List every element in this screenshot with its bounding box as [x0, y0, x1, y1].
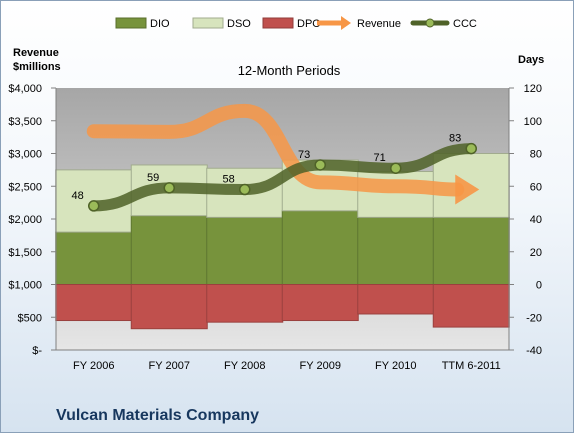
- left-tick-label-0: $-: [32, 345, 42, 357]
- ccc-label-3: 73: [298, 149, 310, 161]
- legend-ccc-marker: [425, 18, 435, 28]
- bar-dpo-2: [206, 284, 284, 323]
- x-tick-label-1: FY 2007: [149, 360, 190, 372]
- right-tick-label-7: 100: [524, 116, 542, 128]
- ccc-label-0: 48: [72, 190, 84, 202]
- ccc-point-4: [390, 162, 402, 174]
- ccc-point-0: [88, 200, 100, 212]
- x-tick-label-2: FY 2008: [224, 360, 265, 372]
- right-tick-label-4: 40: [530, 214, 542, 226]
- ccc-point-5: [465, 142, 477, 155]
- left-axis-title-line1: Revenue: [13, 47, 59, 59]
- x-tick-label-0: FY 2006: [73, 360, 114, 372]
- left-tick-label-8: $4,000: [8, 83, 42, 95]
- bar-dpo-3: [281, 284, 359, 322]
- left-axis-title-line2: $millions: [13, 61, 61, 73]
- legend-ccc-label: CCC: [453, 18, 477, 30]
- bar-dio-2: [206, 216, 284, 285]
- legend-revenue-arrowhead: [341, 16, 351, 30]
- left-tick-label-6: $3,000: [8, 149, 42, 161]
- ccc-point-1: [163, 182, 175, 194]
- right-tick-label-5: 60: [530, 181, 542, 193]
- right-tick-label-2: 0: [536, 280, 542, 292]
- legend-dpo-swatch: [262, 17, 294, 29]
- ccc-label-2: 58: [223, 174, 235, 186]
- bar-dpo-1: [130, 284, 208, 330]
- bar-dio-4: [357, 216, 435, 285]
- right-tick-label-0: -40: [526, 345, 542, 357]
- legend-dso-label: DSO: [227, 18, 251, 30]
- revenue-line: [86, 103, 465, 197]
- ccc-label-5: 83: [449, 133, 461, 145]
- ccc-layer: 48 59 58 73 71 83: [72, 133, 477, 212]
- company-name: Vulcan Materials Company: [56, 407, 260, 424]
- ccc-line: [88, 143, 477, 212]
- revenue-layer: [86, 103, 480, 205]
- bar-dpo-4: [357, 284, 435, 315]
- right-tick-label-1: -20: [526, 312, 542, 324]
- legend-dso-swatch: [192, 17, 224, 29]
- chart-title: 12-Month Periods: [238, 63, 341, 78]
- right-tick-label-8: 120: [524, 83, 542, 95]
- bar-dpo-5: [432, 284, 510, 328]
- bar-dio-1: [130, 215, 208, 286]
- left-tick-label-1: $500: [18, 312, 42, 324]
- ccc-point-2: [239, 183, 251, 196]
- legend-dpo-label: DPO: [297, 18, 321, 30]
- right-tick-label-6: 80: [530, 149, 542, 161]
- left-tick-label-2: $1,000: [8, 280, 42, 292]
- x-tick-label-3: FY 2009: [300, 360, 341, 372]
- ccc-point-3: [314, 159, 326, 171]
- x-tick-label-5: TTM 6-2011: [442, 360, 501, 372]
- left-tick-label-5: $2,500: [8, 181, 42, 193]
- ccc-label-1: 59: [147, 172, 159, 184]
- right-axis-title: Days: [518, 54, 544, 66]
- x-tick-label-4: FY 2010: [375, 360, 416, 372]
- ccc-label-4: 71: [374, 152, 386, 164]
- right-tick-label-3: 20: [530, 247, 542, 259]
- legend-dio-label: DIO: [150, 18, 170, 30]
- bar-dio-3: [281, 210, 359, 285]
- bar-dio-0: [55, 231, 133, 286]
- bar-dpo-0: [55, 284, 133, 322]
- legend: DIO DSO DPO Revenue CCC: [115, 16, 477, 30]
- bar-dio-5: [432, 216, 510, 285]
- left-tick-label-3: $1,500: [8, 247, 42, 259]
- axes-layer: $- $500 $1,000 $1,500 $2,000 $2,500 $3,000 $3,5…: [8, 83, 542, 372]
- legend-revenue-label: Revenue: [357, 18, 401, 30]
- legend-dio-swatch: [115, 17, 147, 29]
- left-tick-label-7: $3,500: [8, 116, 42, 128]
- left-tick-label-4: $2,000: [8, 214, 42, 226]
- revenue-arrowhead: [455, 174, 480, 205]
